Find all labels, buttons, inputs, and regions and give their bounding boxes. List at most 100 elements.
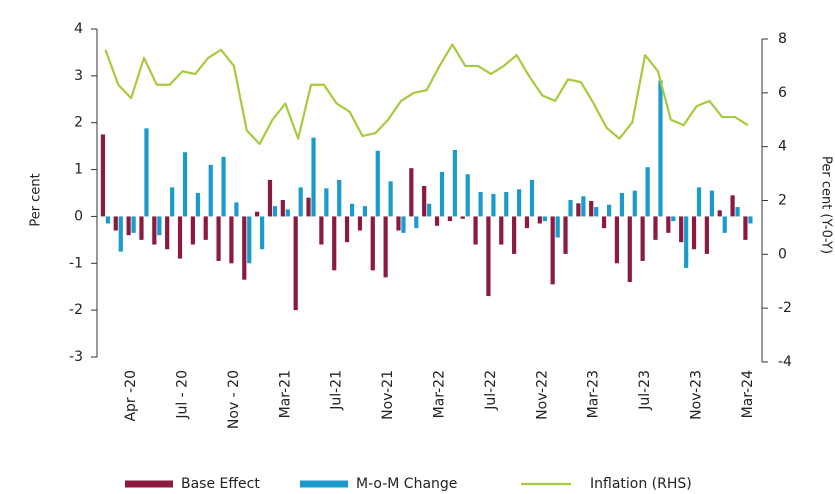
bar [401, 216, 406, 233]
y-tick-label: -3 [69, 349, 83, 365]
bar [344, 216, 350, 243]
bar [434, 216, 440, 226]
bar [465, 174, 470, 217]
bar [684, 216, 689, 268]
bar [499, 216, 504, 245]
legend-label: Base Effect [181, 476, 260, 492]
bar [601, 216, 607, 229]
x-tick-label: Nov - 20 [226, 370, 242, 429]
y2-axis-label: Per cent (Y-0-Y) [819, 156, 834, 254]
bar [182, 152, 188, 217]
legend-label: M-o-M Change [356, 476, 457, 492]
bar [113, 216, 118, 231]
bar [460, 216, 465, 219]
y-tick-label: 2 [74, 115, 83, 131]
bar [614, 216, 620, 264]
bar [589, 200, 594, 217]
bar [260, 216, 265, 250]
y2-tick-label: 8 [778, 31, 787, 47]
bar [409, 168, 414, 217]
y2-tick-label: -2 [778, 300, 792, 316]
bar [517, 189, 522, 217]
bar [118, 216, 123, 252]
x-tick-label: Jul-21 [329, 370, 345, 411]
bar [422, 185, 427, 217]
bar [306, 197, 311, 217]
bar [491, 193, 496, 217]
x-tick-label: Nov-23 [689, 370, 705, 420]
bar [362, 206, 368, 217]
x-tick-label: Mar-21 [277, 370, 293, 418]
bar [170, 187, 175, 217]
bar [439, 171, 445, 217]
bar [555, 216, 560, 238]
bar [375, 150, 380, 217]
bar [542, 216, 547, 222]
bar [324, 188, 329, 217]
bar [165, 216, 170, 250]
bar [319, 216, 324, 245]
bar [396, 216, 401, 231]
x-tick-label: Mar-22 [432, 370, 448, 418]
bar [645, 167, 650, 217]
bar [735, 207, 740, 217]
x-tick-label: Apr -20 [123, 370, 139, 422]
bar [105, 216, 111, 224]
bar [234, 202, 239, 217]
bar [285, 209, 290, 217]
bar [414, 216, 419, 229]
y-tick-label: -1 [69, 255, 83, 271]
bar [666, 216, 671, 233]
bar [221, 156, 226, 217]
bar [640, 216, 645, 261]
bar [653, 216, 658, 240]
bar [722, 216, 727, 233]
bar [357, 216, 363, 231]
bar [280, 200, 285, 217]
y-tick-label: 0 [74, 208, 83, 224]
bar [748, 216, 753, 224]
y-tick-label: 3 [74, 68, 83, 84]
legend-swatch [300, 480, 348, 488]
bar [139, 216, 144, 240]
x-tick-label: Mar-24 [740, 370, 756, 418]
bar [208, 164, 213, 217]
bar [743, 216, 748, 240]
bar [606, 204, 612, 217]
x-tick-label: Nov-21 [380, 370, 396, 420]
bar [563, 216, 568, 254]
x-tick-label: Mar-23 [586, 370, 602, 418]
bar [709, 190, 714, 217]
bar [126, 216, 131, 236]
bar [691, 216, 697, 250]
bar [658, 80, 663, 217]
x-tick-label: Jul - 20 [175, 370, 191, 420]
bar [730, 195, 735, 217]
bar [627, 216, 632, 283]
bar [349, 203, 355, 217]
bar [216, 216, 221, 261]
bar [242, 216, 247, 280]
bar [157, 216, 162, 236]
bar [478, 192, 483, 217]
bar [229, 216, 234, 264]
bar [195, 193, 200, 217]
bar [293, 216, 298, 311]
bar [177, 216, 183, 259]
y-tick-label: -2 [69, 302, 83, 318]
bar [704, 216, 709, 254]
bar [632, 190, 637, 217]
bar [370, 216, 375, 271]
bar [298, 187, 303, 217]
legend-swatch [125, 480, 173, 488]
bar [311, 137, 316, 217]
line [104, 43, 749, 146]
bar [267, 179, 273, 217]
bar [679, 216, 684, 243]
bar [131, 216, 136, 233]
bar [190, 216, 195, 245]
y2-tick-label: 4 [778, 139, 787, 155]
bar [383, 216, 388, 278]
bar [332, 216, 337, 271]
bar [203, 216, 208, 240]
